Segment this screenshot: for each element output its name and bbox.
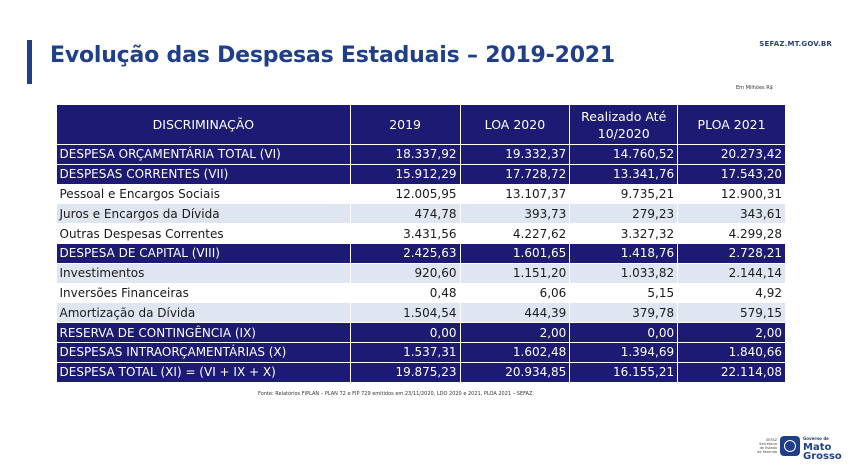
- unit-note: Em Milhões R$: [736, 85, 773, 91]
- row-value: 20.273,42: [677, 144, 786, 165]
- table-header-row: DISCRIMINAÇÃO 2019 LOA 2020 Realizado At…: [56, 104, 786, 145]
- row-value: 4.227,62: [460, 223, 571, 244]
- row-value: 444,39: [460, 302, 571, 324]
- row-value: 2.144,14: [677, 263, 786, 284]
- row-value: 18.337,92: [350, 144, 461, 165]
- row-value: 13.107,37: [460, 184, 571, 205]
- row-value: 343,61: [677, 203, 786, 225]
- row-value: 2,00: [460, 322, 571, 343]
- row-value: 15.912,29: [350, 164, 461, 185]
- row-value: 920,60: [350, 263, 461, 284]
- row-value: 2.728,21: [677, 243, 786, 264]
- page-title: Evolução das Despesas Estaduais – 2019-2…: [50, 43, 616, 68]
- row-value: 16.155,21: [569, 362, 679, 383]
- row-value: 3.327,32: [569, 223, 679, 244]
- row-label: DESPESA DE CAPITAL (VIII): [56, 243, 351, 264]
- row-value: 19.332,37: [460, 144, 571, 165]
- row-value: 579,15: [677, 302, 786, 324]
- coat-of-arms-icon: [780, 435, 800, 456]
- row-value: 19.875,23: [350, 362, 461, 383]
- table-row: DESPESAS CORRENTES (VII) 15.912,29 17.728,…: [56, 164, 786, 185]
- row-value: 1.033,82: [569, 263, 679, 284]
- sefaz-text: SEFAZ Secretaria de Estado de Fazenda: [757, 437, 777, 454]
- table-row: DESPESAS INTRAORÇAMENTÁRIAS (X) 1.537,31 1…: [56, 342, 786, 363]
- row-value: 13.341,76: [569, 164, 679, 185]
- row-value: 4.299,28: [677, 223, 786, 244]
- row-label: Outras Despesas Correntes: [56, 223, 351, 244]
- row-value: 22.114,08: [677, 362, 786, 383]
- row-value: 1.394,69: [569, 342, 679, 363]
- row-label: DESPESAS INTRAORÇAMENTÁRIAS (X): [56, 342, 351, 363]
- table-row: DESPESA ORÇAMENTÁRIA TOTAL (VI) 18.337,92…: [56, 144, 786, 165]
- column-header-2019: 2019: [349, 104, 461, 145]
- row-value: 14.760,52: [569, 144, 679, 165]
- row-value: 1.840,66: [677, 342, 786, 363]
- row-value: 1.151,20: [460, 263, 571, 284]
- row-value: 0,48: [350, 283, 461, 304]
- row-value: 0,00: [569, 322, 679, 343]
- row-label: Pessoal e Encargos Sociais: [56, 184, 351, 205]
- row-label: Amortização da Dívida: [56, 302, 351, 324]
- row-value: 2,00: [677, 322, 786, 343]
- source-note: Fonte: Relatórios FIPLAN – PLAN 72 e FIP…: [258, 391, 534, 397]
- table-row: Amortização da Dívida 1.504,54 444,39 379,7…: [56, 302, 786, 324]
- row-label: Inversões Financeiras: [56, 283, 351, 304]
- row-value: 20.934,85: [460, 362, 571, 383]
- table-row: Juros e Encargos da Dívida 474,78 393,73 27…: [56, 203, 786, 225]
- title-accent-bar: [27, 40, 32, 84]
- row-label: DESPESA TOTAL (XI) = (VI + IX + X): [56, 362, 351, 383]
- row-label: DESPESAS CORRENTES (VII): [56, 164, 351, 185]
- row-value: 1.602,48: [460, 342, 571, 363]
- table-body: DESPESA ORÇAMENTÁRIA TOTAL (VI) 18.337,92…: [56, 144, 786, 383]
- table-row: Outras Despesas Correntes 3.431,56 4.227,6…: [56, 223, 786, 244]
- row-value: 17.728,72: [460, 164, 571, 185]
- row-value: 17.543,20: [677, 164, 786, 185]
- expenses-table: DISCRIMINAÇÃO 2019 LOA 2020 Realizado At…: [56, 104, 786, 383]
- column-header-realizado: Realizado Até 10/2020: [569, 104, 679, 145]
- row-value: 1.504,54: [350, 302, 461, 324]
- table-row: DESPESA TOTAL (XI) = (VI + IX + X) 19.875…: [56, 362, 786, 383]
- row-label: Investimentos: [56, 263, 351, 284]
- row-value: 2.425,63: [350, 243, 461, 264]
- table-row: RESERVA DE CONTINGÊNCIA (IX) 0,00 2,00 0,00…: [56, 322, 786, 343]
- row-value: 1.418,76: [569, 243, 679, 264]
- row-value: 12.900,31: [677, 184, 786, 205]
- row-value: 9.735,21: [569, 184, 679, 205]
- row-value: 5,15: [569, 283, 679, 304]
- column-header-loa-2020: LOA 2020: [459, 104, 571, 145]
- row-value: 0,00: [350, 322, 461, 343]
- site-url: SEFAZ.MT.GOV.BR: [759, 40, 832, 48]
- row-value: 6,06: [460, 283, 571, 304]
- table-row: Inversões Financeiras 0,48 6,06 5,15 4,92: [56, 283, 786, 304]
- column-header-discriminacao: DISCRIMINAÇÃO: [56, 104, 351, 145]
- row-label: DESPESA ORÇAMENTÁRIA TOTAL (VI): [56, 144, 351, 165]
- table-row: Investimentos 920,60 1.151,20 1.033,82 2.144…: [56, 263, 786, 284]
- row-label: RESERVA DE CONTINGÊNCIA (IX): [56, 322, 351, 343]
- table-row: DESPESA DE CAPITAL (VIII) 2.425,63 1.601,6…: [56, 243, 786, 264]
- row-value: 279,23: [569, 203, 679, 225]
- government-logo: SEFAZ Secretaria de Estado de Fazenda Go…: [757, 430, 842, 462]
- table-row: Pessoal e Encargos Sociais 12.005,95 13.10…: [56, 184, 786, 205]
- row-value: 3.431,56: [350, 223, 461, 244]
- row-value: 4,92: [677, 283, 786, 304]
- column-header-ploa-2021: PLOA 2021: [677, 104, 786, 145]
- row-value: 1.601,65: [460, 243, 571, 264]
- row-value: 1.537,31: [350, 342, 461, 363]
- row-value: 12.005,95: [350, 184, 461, 205]
- row-value: 379,78: [569, 302, 679, 324]
- row-value: 474,78: [350, 203, 461, 225]
- row-label: Juros e Encargos da Dívida: [56, 203, 351, 225]
- row-value: 393,73: [460, 203, 571, 225]
- state-name: Governo de Mato Grosso: [803, 436, 842, 462]
